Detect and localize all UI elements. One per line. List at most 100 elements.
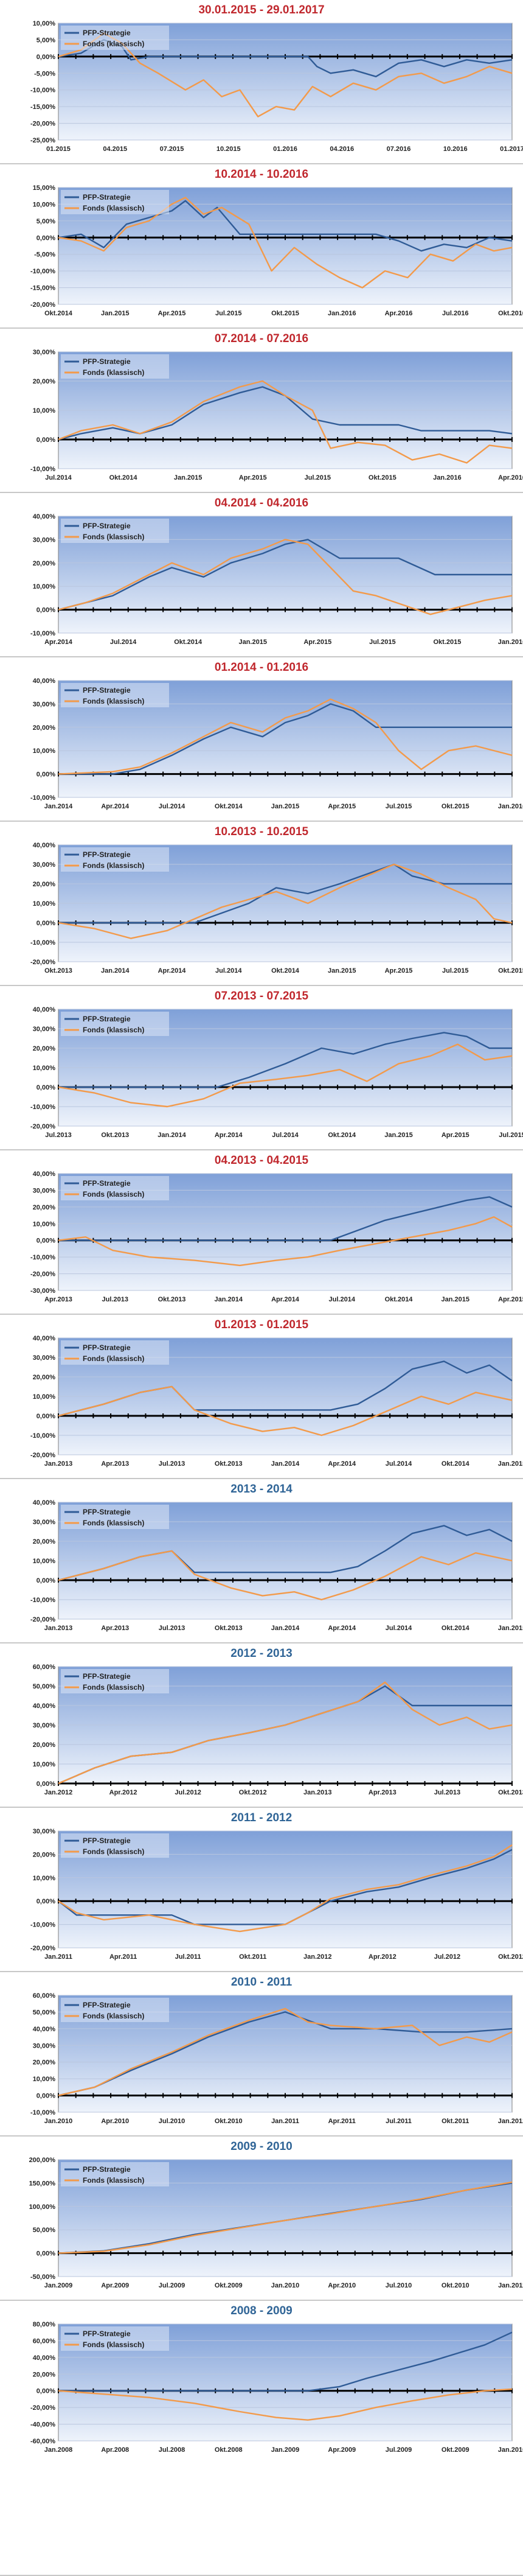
series-line-fonds [58, 1681, 513, 1785]
series-line-strategy [58, 1849, 513, 1925]
x-tick-label: Apr.2015 [385, 967, 413, 975]
x-tick-label: Okt.2014 [44, 310, 73, 317]
legend-label-fonds: Fonds (klassisch) [83, 1683, 144, 1692]
y-tick-label: -20,00% [30, 1945, 55, 1952]
legend-box [61, 1998, 169, 2022]
legend: PFP-Strategie Fonds (klassisch) [61, 1340, 169, 1365]
chart-panel: 01.2014 - 01.2016 40,00% 30,00% 20,00% 10,00… [0, 657, 523, 822]
legend-label-fonds: Fonds (klassisch) [83, 697, 144, 705]
y-tick-label: -10,00% [30, 1922, 55, 1929]
line-chart: 30,00%20,00%10,00%0,00%-10,00%-20,00%Jan… [30, 1828, 523, 1961]
legend-label-strategy: PFP-Strategie [83, 1015, 131, 1023]
y-tick-label: -10,00% [30, 1104, 55, 1111]
y-tick-label: 30,00% [33, 536, 56, 544]
x-tick-label: Jan.2013 [303, 1789, 331, 1796]
y-tick-label: 10,00% [33, 747, 56, 755]
chart-panel: 2012 - 2013 60,00% 50,00% 40,00% 30,00% 20,00… [0, 1643, 523, 1808]
x-tick-label: Jul.2015 [442, 967, 468, 975]
legend-label-strategy: PFP-Strategie [83, 2165, 131, 2174]
y-tick-label: 50,00% [33, 2227, 56, 2234]
line-chart: 10,00% 5,00% 0,00% -5,00% -10,00% -15,00% -20,… [30, 20, 523, 153]
x-tick-label: Apr.2013 [369, 1789, 397, 1796]
x-tick-label: Jan.2016 [498, 639, 523, 646]
legend: PFP-Strategie Fonds (klassisch) [61, 1998, 169, 2022]
y-tick-label: -10,00% [30, 2109, 55, 2116]
x-tick-label: Apr.2016 [498, 474, 523, 481]
x-tick-label: Okt.2009 [215, 2282, 243, 2289]
chart-title: 2012 - 2013 [230, 1647, 293, 1660]
y-tick-label: 0,00% [36, 1084, 55, 1091]
x-tick-label: Jan.2008 [44, 2446, 72, 2454]
x-tick-label: Jan.2013 [44, 1460, 72, 1468]
x-tick-label: 04.2016 [330, 145, 354, 153]
y-tick-label: 10,00% [33, 1393, 56, 1401]
y-tick-label: -15,00% [30, 285, 55, 292]
y-tick-label: -20,00% [30, 301, 55, 309]
x-tick-label: Okt.2013 [101, 1132, 129, 1139]
y-tick-label: 10,00% [33, 583, 56, 590]
chart-title: 2009 - 2010 [230, 2140, 293, 2153]
x-tick-label: Jan.2009 [44, 2282, 72, 2289]
x-tick-label: Jan.2016 [498, 803, 523, 810]
x-tick-label: Apr.2014 [271, 1296, 300, 1303]
x-tick-label: Jan.2015 [101, 310, 129, 317]
x-tick-label: Apr.2009 [101, 2282, 129, 2289]
x-tick-label: Okt.2015 [369, 474, 397, 481]
y-tick-label: 20,00% [33, 1204, 56, 1211]
x-tick-label: Jul.2013 [434, 1789, 460, 1796]
legend: PFP-Strategie Fonds (klassisch) [61, 1176, 169, 1200]
legend-box [61, 1176, 169, 1200]
x-tick-label: Apr.2014 [328, 1460, 356, 1468]
y-tick-label: -15,00% [30, 103, 55, 111]
y-tick-label: 60,00% [33, 1992, 56, 2000]
x-tick-label: Apr.2012 [369, 1953, 397, 1961]
y-tick-label: 0,00% [36, 1413, 55, 1420]
legend: PFP-Strategie Fonds (klassisch) [61, 519, 169, 543]
legend-label-strategy: PFP-Strategie [83, 1836, 131, 1845]
x-tick-label: Jul.2014 [272, 1132, 299, 1139]
x-tick-label: Jan.2015 [442, 1296, 469, 1303]
x-tick-label: Jul.2015 [215, 310, 241, 317]
series-line-strategy [58, 2331, 513, 2392]
legend: PFP-Strategie Fonds (klassisch) [61, 2326, 169, 2351]
x-tick-label: Jul.2014 [45, 474, 72, 481]
y-tick-label: 0,00% [36, 920, 55, 927]
x-tick-label: Okt.2013 [498, 1789, 523, 1796]
x-tick-label: Jul.2013 [159, 1460, 185, 1468]
y-tick-label: 0,00% [36, 1237, 55, 1245]
line-chart: 40,00% 30,00% 20,00% 10,00% 0,00% -10,00% -20,… [30, 1006, 523, 1139]
line-chart: 40,00% 30,00% 20,00% 10,00% 0,00% -10,00% -20,… [30, 1335, 523, 1468]
series-line-fonds [58, 380, 513, 464]
x-tick-label: Jul.2014 [386, 1625, 412, 1632]
x-tick-label: 01.2015 [46, 145, 71, 153]
legend-box [61, 1833, 169, 1858]
line-chart: 40,00%30,00%20,00%10,00%0,00%-10,00%Jan.… [30, 677, 523, 810]
x-tick-label: Jul.2015 [369, 639, 395, 646]
chart-title: 04.2014 - 04.2016 [214, 497, 309, 509]
legend-label-strategy: PFP-Strategie [83, 1179, 131, 1188]
y-tick-label: 50,00% [33, 2009, 56, 2016]
legend-box [61, 26, 169, 50]
legend-box [61, 519, 169, 543]
x-tick-label: Apr.2010 [328, 2282, 356, 2289]
y-tick-label: -5,00% [34, 251, 55, 259]
chart-title: 01.2014 - 01.2016 [214, 661, 309, 674]
y-tick-label: 40,00% [33, 2026, 56, 2033]
y-tick-label: 0,00% [36, 771, 55, 779]
x-tick-label: 01.2016 [273, 145, 297, 153]
y-tick-label: 10,00% [33, 2076, 56, 2083]
legend: PFP-Strategie Fonds (klassisch) [61, 354, 169, 379]
x-tick-label: Jan.2014 [158, 1132, 186, 1139]
x-tick-label: Apr.2015 [442, 1132, 469, 1139]
series-line-strategy [58, 703, 512, 775]
y-tick-label: 40,00% [33, 1006, 56, 1013]
x-tick-label: Jul.2013 [102, 1296, 128, 1303]
x-tick-label: Jul.2011 [386, 2118, 412, 2125]
y-tick-label: 30,00% [33, 2042, 56, 2049]
y-tick-label: 10,00% [33, 201, 56, 208]
y-tick-label: 40,00% [33, 677, 56, 685]
x-tick-label: Apr.2010 [101, 2118, 129, 2125]
x-tick-label: Apr.2014 [215, 1132, 243, 1139]
x-tick-label: Jan.2010 [271, 2282, 299, 2289]
y-tick-label: -5,00% [34, 70, 55, 77]
